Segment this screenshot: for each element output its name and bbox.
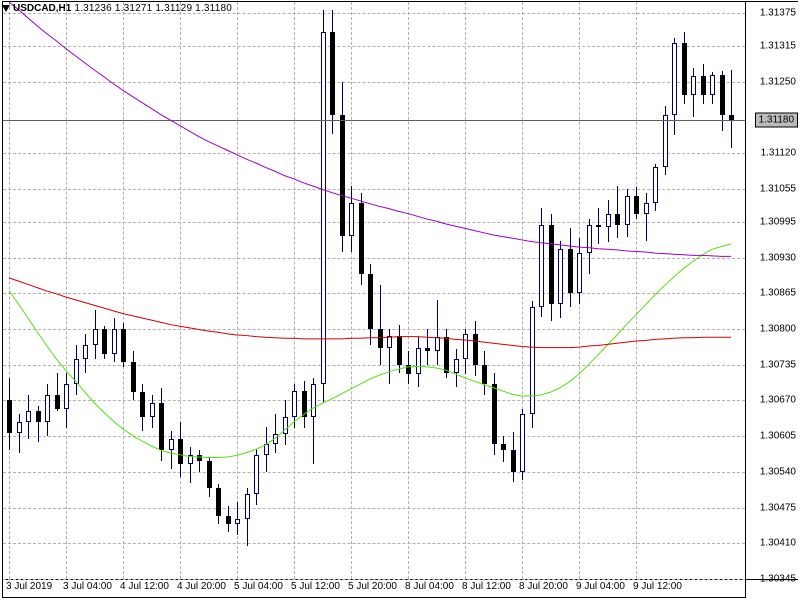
time-tick-label: 4 Jul 20:00 <box>177 581 226 592</box>
time-tick-label: 3 Jul 04:00 <box>63 581 112 592</box>
time-tick-label: 5 Jul 20:00 <box>348 581 397 592</box>
gridline-v <box>408 2 409 579</box>
gridline-v <box>351 2 352 579</box>
instrument-symbol: USDCAD,H1 <box>13 3 71 14</box>
price-tick-label: 1.30345 <box>760 574 796 585</box>
gridline-h <box>3 258 745 259</box>
gridline-v <box>66 2 67 579</box>
time-tick-label: 9 Jul 04:00 <box>576 581 625 592</box>
gridline-v <box>522 2 523 579</box>
gridline-h <box>3 436 745 437</box>
price-tick-label: 1.30800 <box>760 323 796 334</box>
gridline-v <box>636 2 637 579</box>
gridline-v <box>180 2 181 579</box>
time-tick-label: 9 Jul 12:00 <box>633 581 682 592</box>
gridline-v <box>123 2 124 579</box>
price-plot-area[interactable] <box>2 1 746 580</box>
gridline-h <box>3 222 745 223</box>
price-tick-label: 1.30735 <box>760 359 796 370</box>
gridline-v <box>9 2 10 579</box>
time-tick-label: 8 Jul 20:00 <box>519 581 568 592</box>
time-tick-label: 5 Jul 12:00 <box>291 581 340 592</box>
price-axis: 1.303451.304101.304751.305401.306051.306… <box>746 1 798 580</box>
chart-window: USDCAD,H1 1.31236 1.31271 1.31129 1.3118… <box>0 0 800 600</box>
ohlc-readout: 1.31236 1.31271 1.31129 1.31180 <box>74 3 232 14</box>
gridline-h <box>3 400 745 401</box>
time-tick-label: 8 Jul 12:00 <box>462 581 511 592</box>
gridline-v <box>294 2 295 579</box>
price-tick-label: 1.31250 <box>760 76 796 87</box>
gridline-v <box>465 2 466 579</box>
price-tick-label: 1.30670 <box>760 395 796 406</box>
last-price-label: 1.31180 <box>755 113 798 128</box>
price-tick-label: 1.30995 <box>760 216 796 227</box>
chevron-down-icon[interactable] <box>2 5 10 12</box>
time-tick-label: 8 Jul 04:00 <box>405 581 454 592</box>
time-axis: 3 Jul 2019 3 Jul 04:00 4 Jul 12:00 4 Jul 20… <box>2 580 746 598</box>
gridline-h <box>3 46 745 47</box>
price-tick-label: 1.30540 <box>760 466 796 477</box>
gridline-v <box>237 2 238 579</box>
price-tick-label: 1.31375 <box>760 7 796 18</box>
gridline-h <box>3 543 745 544</box>
price-tick-label: 1.31120 <box>761 148 796 159</box>
gridline-h <box>3 365 745 366</box>
last-price-line <box>3 120 745 121</box>
gridline-h <box>3 508 745 509</box>
price-tick-label: 1.31055 <box>760 183 796 194</box>
gridline-h <box>3 293 745 294</box>
time-tick-label: 4 Jul 12:00 <box>120 581 169 592</box>
price-tick-label: 1.30605 <box>760 431 796 442</box>
gridline-h <box>3 82 745 83</box>
price-tick-label: 1.30410 <box>760 538 796 549</box>
price-tick-label: 1.30475 <box>760 502 796 513</box>
gridline-h <box>3 153 745 154</box>
ma-line-MA-slow <box>9 2 731 256</box>
time-tick-label: 5 Jul 04:00 <box>234 581 283 592</box>
gridline-h <box>3 189 745 190</box>
price-tick-label: 1.31315 <box>760 40 796 51</box>
price-tick-label: 1.30865 <box>760 288 796 299</box>
price-tick-label: 1.30930 <box>760 252 796 263</box>
time-tick-label: 3 Jul 2019 <box>6 581 52 592</box>
gridline-h <box>3 472 745 473</box>
chart-title-bar: USDCAD,H1 1.31236 1.31271 1.31129 1.3118… <box>0 0 232 16</box>
